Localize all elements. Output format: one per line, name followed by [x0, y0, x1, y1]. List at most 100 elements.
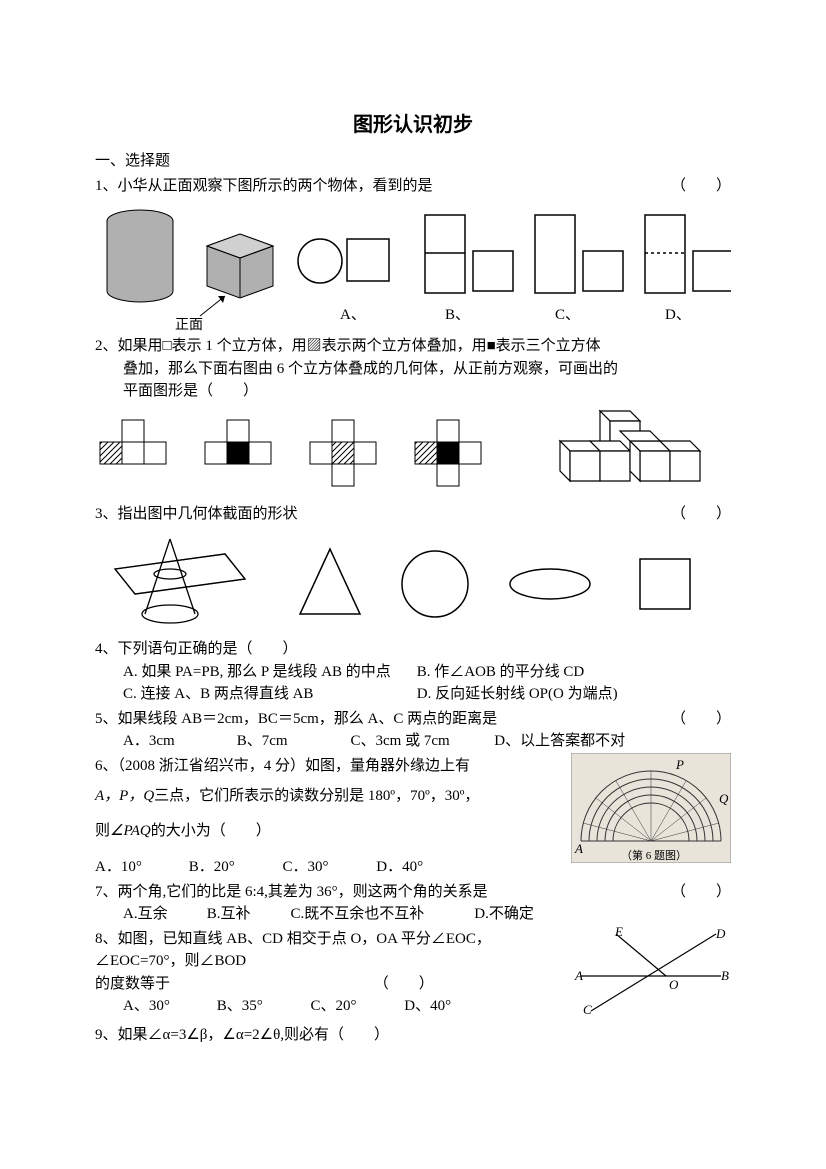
q1-optD-label: D、	[665, 307, 691, 323]
question-2: 2、如果用□表示 1 个立方体，用▨表示两个立方体叠加，用■表示三个立方体 叠加…	[95, 335, 731, 403]
q1-optC-label: C、	[555, 307, 580, 323]
q2-option-b	[205, 420, 271, 464]
q5-num: 5、	[95, 711, 118, 727]
cube-shape	[207, 234, 273, 298]
ellipse-option	[510, 569, 590, 599]
q4-optA: A. 如果 PA=PB, 那么 P 是线段 AB 的中点	[123, 661, 413, 684]
q8-paren: （ ）	[374, 976, 434, 992]
q2-line2: 叠加，那么下面右图由 6 个立方体叠成的几何体，从正前方观察，可画出的	[95, 361, 618, 377]
question-4: 4、下列语句正确的是（ ）	[95, 638, 731, 661]
q1-text: 小华从正面观察下图所示的两个物体，看到的是	[118, 178, 433, 194]
q7-optA: A.互余	[123, 903, 203, 926]
q7-paren: （ ）	[671, 881, 731, 904]
q1-num: 1、	[95, 178, 118, 194]
q2-option-d	[415, 420, 481, 486]
q8-A: A	[574, 968, 583, 983]
q5-optC: C、3cm 或 7cm	[351, 730, 491, 753]
question-7: 7、两个角,它们的比是 6:4,其差为 36°，则这两个角的关系是 （ ）	[95, 881, 731, 904]
q6-APQ: A，P，Q	[95, 788, 154, 804]
q8-optA: A、30°	[123, 995, 213, 1018]
q5-optD: D、以上答案都不对	[494, 730, 625, 753]
q1-figure-row: 正面 A、 B、 C、 D、	[95, 201, 731, 331]
q3-text: 指出图中几何体截面的形状	[118, 506, 298, 522]
q8-optC: C、20°	[311, 995, 401, 1018]
q8-line2: 的度数等于	[95, 976, 170, 992]
question-5: 5、如果线段 AB＝2cm，BC＝5cm，那么 A、C 两点的距离是 （ ）	[95, 708, 731, 731]
q6-optD: D．40°	[376, 856, 466, 879]
q4-options: A. 如果 PA=PB, 那么 P 是线段 AB 的中点 B. 作∠AOB 的平…	[95, 661, 731, 706]
question-3: 3、指出图中几何体截面的形状 （ ）	[95, 503, 731, 526]
q1-option-b: B、	[425, 215, 513, 323]
q8-line1: 如图，已知直线 AB、CD 相交于点 O，OA 平分∠EOC，∠EOC=70°，…	[95, 931, 491, 970]
section-heading: 一、选择题	[95, 150, 731, 173]
q3-num: 3、	[95, 506, 118, 522]
protractor-Q: Q	[719, 791, 729, 806]
q8-optD: D、40°	[404, 995, 451, 1018]
q2-option-c	[310, 420, 376, 486]
q6-line1: （2008 浙江省绍兴市，4 分）如图，量角器外缘边上有	[118, 758, 471, 774]
q6-num: 6、	[95, 758, 118, 774]
circle-option	[402, 551, 468, 617]
question-1: 1、小华从正面观察下图所示的两个物体，看到的是 （ ）	[95, 175, 731, 198]
q8-C: C	[583, 1002, 592, 1016]
protractor-caption: （第 6 题图）	[621, 848, 687, 862]
q8-optB: B、35°	[217, 995, 307, 1018]
q2-num: 2、	[95, 338, 118, 354]
q6-protractor-image: P Q A （第 6 题图）	[571, 753, 731, 863]
q7-num: 7、	[95, 884, 118, 900]
q4-optC: C. 连接 A、B 两点得直线 AB	[123, 683, 413, 706]
cylinder-shape	[107, 210, 173, 302]
square-option	[640, 559, 690, 609]
q2-figure-row	[95, 407, 731, 499]
q4-optD: D. 反向延长射线 OP(O 为端点)	[417, 683, 618, 706]
q5-optA: A．3cm	[123, 730, 233, 753]
q7-optC: C.既不互余也不互补	[291, 903, 471, 926]
q4-num: 4、	[95, 641, 118, 657]
q6-line3a: 则	[95, 823, 110, 839]
q1-optA-label: A、	[340, 307, 366, 323]
q1-paren: （ ）	[671, 175, 731, 198]
q2-option-a	[100, 420, 166, 464]
cone-with-plane	[115, 539, 245, 623]
q4-optB: B. 作∠AOB 的平分线 CD	[417, 661, 585, 684]
q6-line3c: 的大小为（ ）	[151, 823, 271, 839]
q2-line1: 如果用□表示 1 个立方体，用▨表示两个立方体叠加，用■表示三个立方体	[118, 338, 601, 354]
q6-optB: B．20°	[189, 856, 279, 879]
q9-text: 如果∠α=3∠β，∠α=2∠θ,则必有（ ）	[118, 1027, 390, 1043]
q4-text: 下列语句正确的是（ ）	[118, 641, 298, 657]
q1-option-c: C、	[535, 215, 623, 323]
question-9: 9、如果∠α=3∠β，∠α=2∠θ,则必有（ ）	[95, 1024, 731, 1047]
q5-paren: （ ）	[671, 708, 731, 731]
triangle-option	[300, 549, 360, 614]
q7-text: 两个角,它们的比是 6:4,其差为 36°，则这两个角的关系是	[118, 884, 488, 900]
q8-D: D	[715, 926, 726, 941]
q5-text: 如果线段 AB＝2cm，BC＝5cm，那么 A、C 两点的距离是	[118, 711, 498, 727]
q6-optC: C．30°	[283, 856, 373, 879]
q2-line3: 平面图形是（ ）	[95, 383, 258, 399]
q6-PAQ: ∠PAQ	[110, 823, 151, 839]
q1-option-d: D、	[645, 215, 731, 323]
q8-diagram: E D A B C O	[571, 926, 731, 1016]
front-arrow	[200, 296, 225, 316]
page-title: 图形认识初步	[95, 110, 731, 140]
q7-optB: B.互补	[207, 903, 287, 926]
q6-line2b: 三点，它们所表示的读数分别是 180º，70º，30º，	[154, 788, 479, 804]
q8-num: 8、	[95, 931, 118, 947]
protractor-A: A	[574, 841, 583, 856]
q6-optA: A．10°	[95, 856, 185, 879]
q8-B: B	[721, 968, 729, 983]
q3-paren: （ ）	[671, 503, 731, 526]
q7-optD: D.不确定	[474, 903, 534, 926]
q8-O: O	[669, 977, 679, 992]
q9-num: 9、	[95, 1027, 118, 1043]
q5-optB: B、7cm	[237, 730, 347, 753]
protractor-P: P	[675, 757, 684, 772]
q7-options: A.互余 B.互补 C.既不互余也不互补 D.不确定	[95, 903, 731, 926]
q5-options: A．3cm B、7cm C、3cm 或 7cm D、以上答案都不对	[95, 730, 731, 753]
q1-option-a: A、	[298, 239, 389, 323]
front-label: 正面	[175, 318, 203, 331]
q1-optB-label: B、	[445, 307, 470, 323]
q3-figure-row	[95, 529, 731, 634]
q8-E: E	[614, 926, 623, 939]
q2-3d-cubes	[560, 411, 700, 481]
